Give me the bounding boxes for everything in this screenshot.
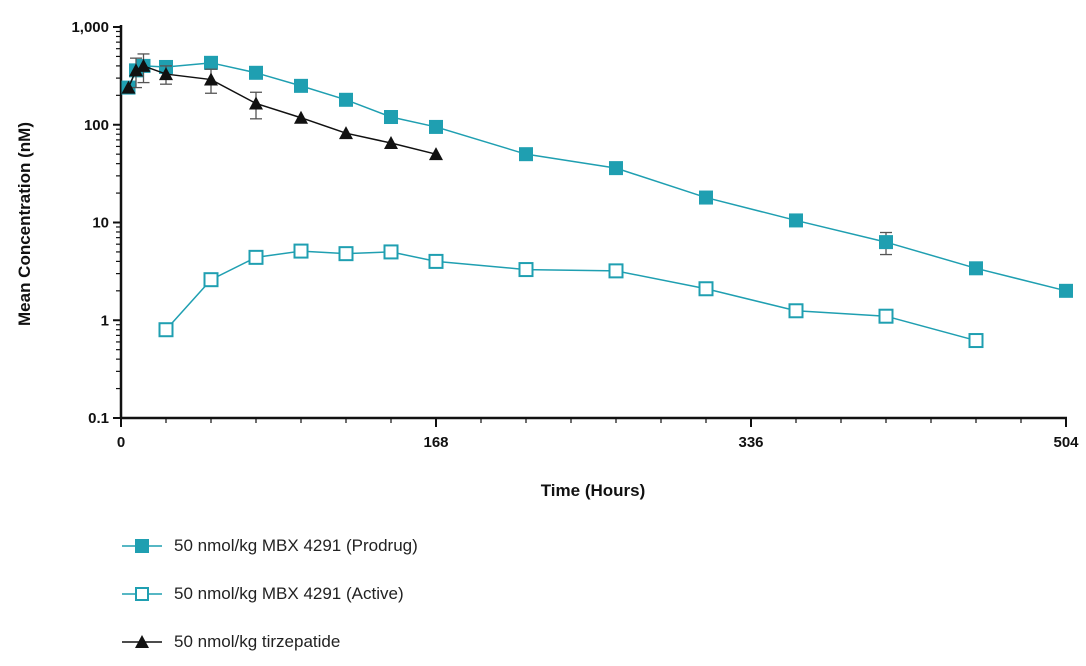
data-point-square-open (203, 272, 219, 288)
data-point-triangle (121, 80, 136, 94)
data-point-square-open (428, 253, 444, 269)
legend-item-prodrug: 50 nmol/kg MBX 4291 (Prodrug) (118, 522, 418, 570)
data-point-square-open (608, 263, 624, 279)
legend-marker-square-filled-icon (122, 539, 162, 553)
data-point-square-open (518, 262, 534, 278)
y-tick-label: 100 (84, 117, 109, 134)
x-axis-title: Time (Hours) (541, 481, 646, 500)
legend: 50 nmol/kg MBX 4291 (Prodrug) 50 nmol/kg… (118, 522, 418, 666)
data-point-square-filled (429, 119, 443, 134)
data-point-triangle (429, 147, 443, 161)
x-tick-label: 168 (423, 434, 448, 451)
x-tick-label: 336 (738, 434, 763, 451)
series-1 (158, 243, 984, 349)
data-point-square-filled (519, 147, 533, 162)
data-point-triangle (384, 136, 398, 150)
y-tick-label: 1,000 (71, 19, 109, 36)
data-point-triangle (204, 72, 218, 86)
y-axis-title: Mean Concentration (nM) (15, 122, 34, 326)
data-point-square-filled (204, 55, 218, 70)
data-point-square-filled (699, 190, 713, 205)
data-point-square-filled (609, 161, 623, 176)
series-layer (121, 53, 1073, 349)
data-point-square-filled (1059, 283, 1073, 298)
axes: 0.1 1 10 100 1,000 0 168 336 504 (71, 19, 1079, 451)
data-point-triangle (129, 63, 143, 77)
legend-item-active: 50 nmol/kg MBX 4291 (Active) (118, 570, 418, 618)
data-point-square-open (158, 322, 174, 338)
data-point-square-filled (879, 235, 893, 250)
legend-marker-square-open-icon (122, 587, 162, 601)
data-point-square-open (383, 244, 399, 260)
data-point-triangle (159, 67, 173, 81)
data-point-square-filled (384, 110, 398, 125)
data-point-triangle (339, 126, 353, 140)
y-tick-label: 1 (101, 312, 109, 329)
data-point-triangle (294, 110, 308, 124)
legend-label-prodrug: 50 nmol/kg MBX 4291 (Prodrug) (174, 536, 418, 555)
data-point-square-filled (969, 261, 983, 276)
data-point-square-filled (789, 213, 803, 228)
data-point-square-open (698, 281, 714, 297)
legend-label-active: 50 nmol/kg MBX 4291 (Active) (174, 584, 404, 603)
data-point-triangle (136, 58, 151, 72)
data-point-square-filled (294, 78, 308, 93)
x-tick-label: 0 (117, 434, 125, 451)
data-point-square-open (293, 243, 309, 259)
legend-marker-triangle-filled-icon (122, 635, 162, 648)
series-line (127, 62, 1067, 292)
y-tick-label: 10 (92, 215, 109, 232)
series-2 (121, 53, 443, 161)
data-point-square-filled (249, 65, 263, 80)
legend-item-tirzepatide: 50 nmol/kg tirzepatide (118, 618, 418, 666)
data-point-square-open (248, 249, 264, 265)
y-tick-label: 0.1 (88, 410, 109, 427)
data-point-square-filled (339, 92, 353, 107)
series-0 (121, 55, 1073, 298)
data-point-square-open (878, 308, 894, 324)
chart-svg: 0.1 1 10 100 1,000 0 168 336 504 Time (Hours) Me… (15, 19, 1079, 500)
data-point-square-open (788, 303, 804, 319)
series-line (165, 250, 977, 342)
legend-label-tirzepatide: 50 nmol/kg tirzepatide (174, 632, 341, 651)
data-point-square-open (338, 246, 354, 262)
x-tick-label: 504 (1053, 434, 1079, 451)
data-point-square-open (968, 333, 984, 349)
data-point-triangle (249, 96, 263, 110)
